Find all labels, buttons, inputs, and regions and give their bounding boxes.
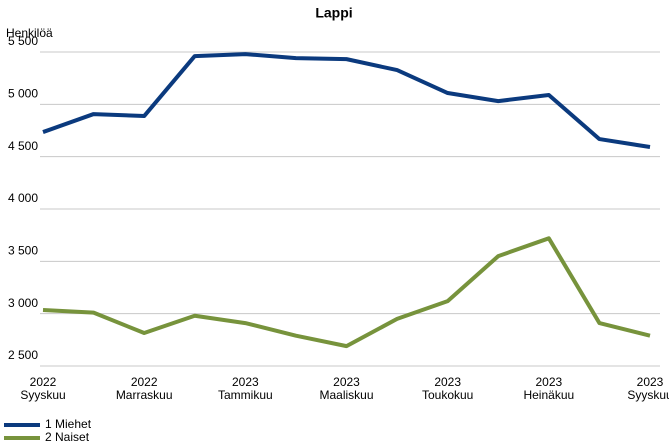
x-tick-label: 2022 Marraskuu — [116, 375, 173, 402]
y-tick-label: 2 500 — [8, 348, 38, 362]
x-tick-label-line: 2023 — [333, 375, 360, 389]
y-tick-label: 3 000 — [8, 296, 38, 310]
series-line — [42, 52, 651, 150]
x-tick-label-line: 2022 — [131, 375, 158, 389]
x-tick-label: 2023 Tammikuu — [218, 375, 273, 402]
x-tick-label-line: Tammikuu — [218, 388, 273, 402]
x-tick-label-line: 2023 — [232, 375, 259, 389]
legend-label: 2 Naiset — [45, 430, 90, 444]
y-tick-label: 4 000 — [8, 191, 38, 205]
x-tick-label-line: Syyskuu — [20, 388, 65, 402]
x-tick-label: 2022 Syyskuu — [20, 375, 65, 402]
x-tick-label-line: Marraskuu — [116, 388, 173, 402]
x-tick-label-line: Maaliskuu — [319, 388, 373, 402]
y-tick-label: 5 000 — [8, 87, 38, 101]
chart-title: Lappi — [315, 5, 352, 21]
x-tick-label: 2023 Maaliskuu — [319, 375, 373, 402]
x-tick-label-line: Syyskuu — [627, 388, 669, 402]
x-tick-label-line: Heinäkuu — [523, 388, 574, 402]
legend-label: 1 Miehet — [45, 417, 92, 431]
series-line — [42, 236, 651, 349]
x-tick-label: 2023 Toukokuu — [422, 375, 473, 402]
y-tick-label: 3 500 — [8, 244, 38, 258]
x-tick-label-line: 2023 — [535, 375, 562, 389]
x-tick-label-line: Toukokuu — [422, 388, 473, 402]
x-tick-label: 2023 Syyskuu — [627, 375, 669, 402]
x-tick-label-line: 2022 — [30, 375, 57, 389]
x-tick-label-line: 2023 — [637, 375, 664, 389]
y-axis-label: Henkilöä — [6, 26, 53, 40]
y-tick-label: 5 500 — [8, 34, 38, 48]
x-tick-label-line: 2023 — [434, 375, 461, 389]
y-tick-label: 4 500 — [8, 139, 38, 153]
x-tick-label: 2023 Heinäkuu — [523, 375, 574, 402]
